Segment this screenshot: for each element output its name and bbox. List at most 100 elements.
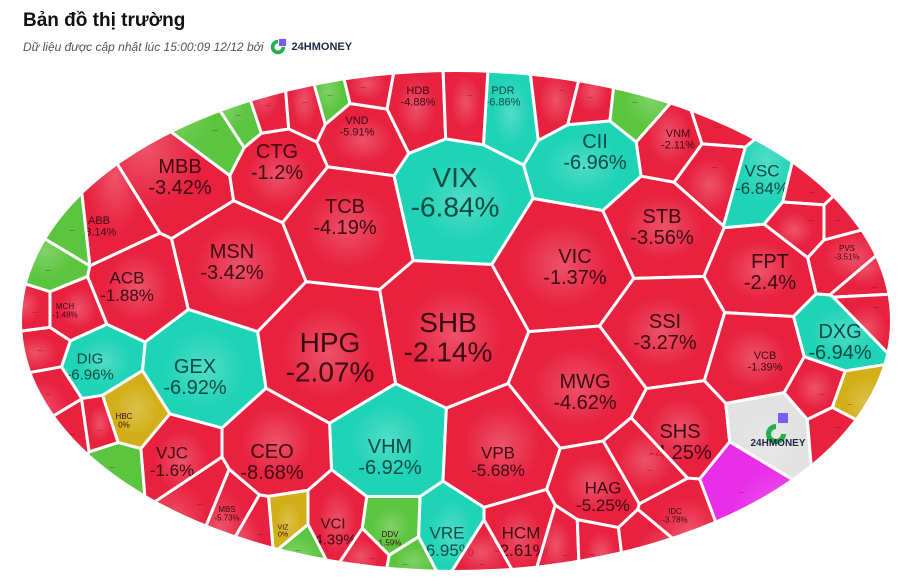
cell-change: -6.94% — [808, 342, 872, 364]
cell-ticker: TCB — [325, 196, 365, 218]
cell-other[interactable] — [0, 397, 91, 562]
cell-change: -5.68% — [471, 461, 525, 480]
cell-ticker: SSI — [649, 311, 681, 333]
cell-ticker: ... — [559, 86, 565, 93]
cell-ticker: MSN — [210, 241, 254, 263]
cell-other[interactable] — [601, 416, 690, 506]
cell-ticker: STB — [643, 206, 682, 228]
cell-ticker: SHS — [659, 421, 700, 443]
update-text: Dữ liệu được cập nhật lúc 15:00:09 12/12… — [23, 40, 264, 54]
cell-ticker: HAG — [585, 478, 622, 497]
cell-ticker: MWG — [559, 371, 610, 393]
cell-change: -3.27% — [633, 332, 697, 354]
cell-ticker: MCH — [56, 302, 74, 311]
cell-ticker: VRE — [430, 523, 465, 542]
cell-ticker: CTG — [256, 141, 298, 163]
cell-ticker: ... — [479, 560, 485, 567]
cell-ticker: ... — [807, 216, 813, 223]
brand-name: 24HMONEY — [291, 41, 353, 53]
cell-change: -2.07% — [286, 357, 375, 388]
cell-other[interactable] — [822, 133, 899, 242]
cell-ticker: ... — [265, 101, 271, 108]
cell-ticker: ... — [847, 400, 853, 407]
cell-change: -2.11% — [661, 139, 695, 151]
cell-ticker: VND — [345, 115, 368, 127]
cell-change: -8.68% — [240, 462, 304, 484]
cell-ticker: ... — [45, 390, 51, 397]
cell-ticker: VIC — [558, 246, 591, 268]
cell-ticker: ... — [45, 266, 51, 273]
cell-ticker: ... — [835, 216, 841, 223]
cell-change: -1.48% — [52, 311, 77, 320]
cell-ticker: ... — [69, 226, 75, 233]
cell-tcb[interactable] — [281, 165, 415, 292]
cell-change: -3.14% — [82, 226, 117, 238]
cell-ticker: ... — [360, 83, 366, 90]
cell-ticker: ... — [302, 98, 308, 105]
cell-ticker: ... — [32, 308, 38, 315]
cell-change: -5.73% — [214, 514, 239, 523]
cell-ticker: ... — [402, 560, 408, 567]
cell-ticker: HPG — [300, 327, 361, 358]
cell-change: -1.39% — [748, 361, 783, 373]
cell-change: -4.88% — [401, 96, 436, 108]
cell-change: -5.91% — [340, 126, 375, 138]
cell-other[interactable] — [0, 60, 92, 268]
cell-ticker: VCB — [754, 350, 777, 362]
cell-other[interactable] — [781, 60, 899, 207]
cell-change: -6.96% — [66, 366, 114, 383]
cell-other[interactable] — [382, 535, 445, 585]
cell-change: -3.56% — [630, 227, 694, 249]
cell-ticker: PVS — [839, 244, 855, 253]
cell-ticker: ACB — [110, 268, 145, 287]
cell-ticker: DDV — [382, 530, 400, 539]
cell-ticker: ... — [197, 500, 203, 507]
cell-ticker: VSC — [745, 161, 780, 180]
cell-change: -6.96% — [563, 152, 627, 174]
cell-change: -6.92% — [358, 457, 422, 479]
cell-other[interactable] — [672, 142, 747, 228]
cell-change: -1.2% — [251, 162, 303, 184]
cell-ticker: CEO — [250, 441, 293, 463]
cell-change: -2.61% — [494, 541, 548, 560]
cell-ticker: IDC — [668, 507, 682, 516]
cell-ticker: DIG — [77, 351, 104, 368]
cell-change: -4.19% — [313, 217, 377, 239]
brand-logo-icon — [766, 413, 788, 444]
cell-ticker: VJC — [156, 443, 188, 462]
cell-change: -3.78% — [662, 516, 687, 525]
cell-ticker: VCI — [320, 516, 345, 533]
cell-ticker: ... — [809, 188, 815, 195]
cell-change: -6.84% — [735, 179, 789, 198]
cell-ticker: GEX — [174, 356, 216, 378]
cell-ticker: ... — [587, 93, 593, 100]
cell-change: 0% — [278, 532, 288, 539]
cell-ticker: MBB — [158, 156, 201, 178]
cell-ticker: VIZ — [278, 524, 290, 531]
cell-other[interactable] — [682, 60, 834, 149]
cell-change: -3.51% — [834, 253, 859, 262]
update-info: Dữ liệu được cập nhật lúc 15:00:09 12/12… — [23, 38, 352, 56]
cell-ticker: CII — [582, 131, 608, 153]
cell-change: -1.37% — [543, 267, 607, 289]
cell-other[interactable] — [831, 292, 899, 365]
cell-ticker: PDR — [491, 85, 514, 97]
cell-ticker: ... — [647, 466, 653, 473]
cell-ticker: ... — [37, 346, 43, 353]
cell-ticker: VPB — [481, 443, 515, 462]
cell-ticker: MBS — [218, 505, 235, 514]
cell-other[interactable] — [441, 60, 491, 147]
cell-other[interactable] — [805, 405, 899, 585]
cell-ticker: HDB — [406, 85, 429, 97]
cell-change: -4.39% — [309, 531, 357, 548]
brand-name: 24HMONEY — [750, 438, 805, 449]
cell-change: -3.42% — [200, 262, 264, 284]
cell-ticker: ... — [715, 123, 721, 130]
cell-ticker: ... — [647, 543, 653, 550]
cell-other[interactable] — [80, 393, 120, 454]
cell-ticker: ... — [327, 91, 333, 98]
cell-ticker: ... — [369, 554, 375, 561]
cell-other[interactable] — [0, 441, 148, 585]
cell-change: -4.62% — [553, 392, 617, 414]
